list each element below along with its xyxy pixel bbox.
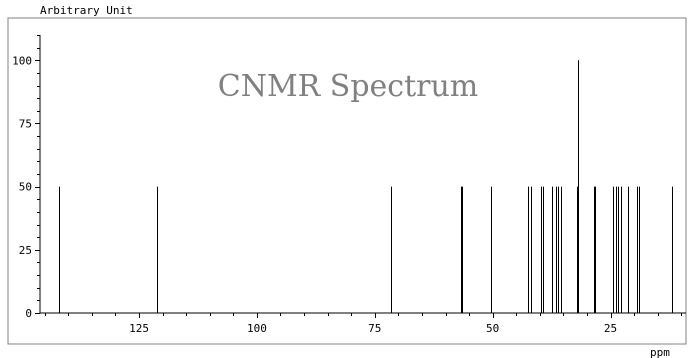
y-tick-label: 25 <box>19 244 32 257</box>
y-tick-label: 100 <box>12 54 32 67</box>
x-tick-label: 100 <box>247 322 267 335</box>
left-band <box>0 18 8 344</box>
x-tick-label: 75 <box>368 322 381 335</box>
y-tick-label: 50 <box>19 181 32 194</box>
inner-background <box>8 18 695 344</box>
y-tick-label: 0 <box>25 307 32 320</box>
x-tick-label: 125 <box>129 322 149 335</box>
peak-lines <box>59 60 673 313</box>
y-axis-label: Arbitrary Unit <box>40 4 133 17</box>
x-tick-label: 25 <box>604 322 617 335</box>
header-band <box>0 0 695 18</box>
y-axis: 0 25 50 75 100 <box>12 35 41 320</box>
footer-band <box>0 344 695 358</box>
x-tick-label: 50 <box>486 322 499 335</box>
x-axis-label: ppm <box>650 346 670 358</box>
plot-frame <box>7 17 687 345</box>
y-tick-label: 75 <box>19 117 32 130</box>
chart-title: CNMR Spectrum <box>218 69 479 104</box>
